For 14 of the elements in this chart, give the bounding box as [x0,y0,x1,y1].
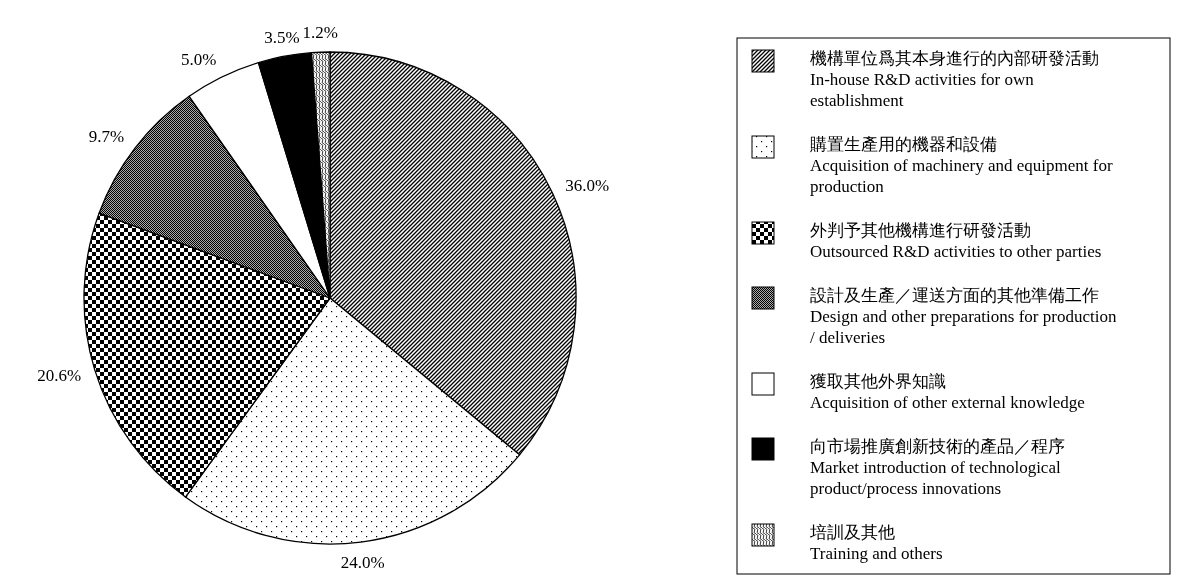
legend-label: 購置生產用的機器和設備 Acquisition of machinery and equipment for production [810,135,1113,196]
legend-label: 設計及生產／運送方面的其他準備工作 Design and other preparations for production / deliveries [810,286,1117,347]
legend-label: 外判予其他機構進行研發活動 Outsourced R&D activities to other parties [810,221,1102,261]
data-label: 9.7% [88,126,125,146]
legend-label: 向市場推廣創新技術的產品／程序 Market introduction of technological product/process innovations [810,437,1065,498]
data-label: 24.0% [340,552,385,572]
data-label: 3.5% [264,27,300,47]
legend-label: 機構單位爲其本身進行的內部研發活動 In-house R&D activities for own establishment [810,49,1099,110]
legend-label: 培訓及其他 Training and others [809,523,943,563]
data-label: 5.0% [180,49,217,69]
data-label: 1.2% [302,23,338,43]
legend-label: 獲取其他外界知識 Acquisition of other external knowledge [810,372,1085,412]
data-label: 20.6% [37,366,82,386]
data-label: 36.0% [565,175,610,195]
